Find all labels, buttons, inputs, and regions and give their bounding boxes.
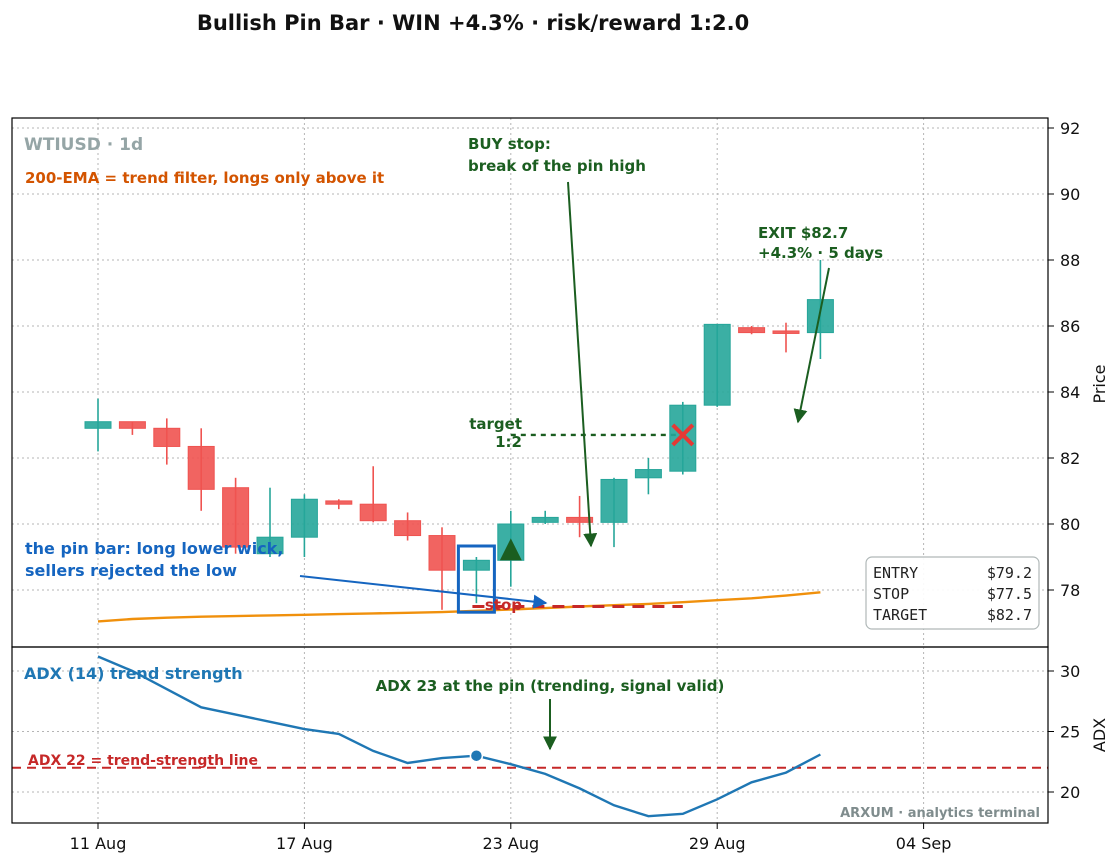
adx-threshold-label: ADX 22 = trend-strength line (28, 753, 258, 769)
exit-note-line-1: EXIT $82.7 (758, 224, 848, 242)
price-tick-label: 92 (1060, 119, 1080, 138)
date-axis: 11 Aug 17 Aug 23 Aug 29 Aug 04 Sep (70, 823, 952, 853)
candle-body (153, 427, 181, 447)
symbol-label: WTIUSD · 1d (24, 135, 143, 155)
exit-cross (671, 423, 695, 447)
adx-series (12, 655, 1048, 818)
stop-label: stop (485, 596, 522, 614)
summary-entry-value: $79.2 (987, 564, 1032, 582)
candle-body (394, 520, 422, 537)
buy-note-line-2: break of the pin high (468, 157, 646, 175)
price-tick-label: 78 (1060, 581, 1080, 600)
price-tick-label: 88 (1060, 251, 1080, 270)
adx-ticks: 20 25 30 (1048, 662, 1080, 802)
pin-bar-highlight (456, 544, 496, 614)
candle-body (531, 516, 559, 523)
pin-arrow (299, 575, 548, 609)
trade-levels (472, 433, 683, 608)
price-tick-label: 90 (1060, 185, 1080, 204)
target-label-line-2: 1:2 (495, 433, 522, 451)
candle-body (772, 330, 800, 334)
candle-body (84, 421, 112, 429)
adx-tick-label: 25 (1060, 723, 1080, 742)
date-tick-label: 04 Sep (896, 834, 952, 853)
entry-triangle (499, 538, 522, 561)
buy-arrow (567, 181, 598, 548)
adx-tick-label: 30 (1060, 662, 1080, 681)
summary-target-value: $82.7 (987, 606, 1032, 624)
date-tick-label: 23 Aug (482, 834, 539, 853)
candle-body (806, 299, 834, 334)
candle-body (118, 421, 146, 429)
candle-body (256, 536, 284, 555)
candle-body (222, 487, 250, 548)
adx-marker-point (469, 748, 484, 763)
summary-box: ENTRY $79.2 STOP $77.5 TARGET $82.7 (865, 556, 1040, 630)
price-tick-label: 80 (1060, 515, 1080, 534)
price-tick-label: 82 (1060, 449, 1080, 468)
pin-note-line-1: the pin bar: long lower wick, (25, 539, 283, 558)
adx-series-label: ADX (14) trend strength (24, 664, 243, 683)
adx-axis-label: ADX (1090, 718, 1109, 752)
ema-note: 200-EMA = trend filter, longs only above… (25, 169, 384, 187)
pin-note-line-2: sellers rejected the low (25, 561, 237, 580)
candle-body (669, 404, 697, 472)
chart-title: Bullish Pin Bar · WIN +4.3% · risk/rewar… (197, 11, 749, 35)
exit-note-line-2: +4.3% · 5 days (758, 244, 883, 262)
candle-body (462, 559, 490, 571)
candle-body (634, 469, 662, 479)
price-tick-label: 86 (1060, 317, 1080, 336)
summary-target-label: TARGET (873, 606, 927, 624)
date-tick-label: 11 Aug (70, 834, 127, 853)
adx-tick-label: 20 (1060, 783, 1080, 802)
candle-body (290, 498, 318, 538)
price-tick-label: 84 (1060, 383, 1080, 402)
price-annotations: BUY stop: break of the pin high EXIT $82… (25, 135, 883, 614)
exit-arrow (793, 267, 830, 424)
price-axis-label: Price (1090, 364, 1109, 403)
candle-body (600, 478, 628, 523)
candles (84, 260, 834, 610)
summary-stop-value: $77.5 (987, 585, 1032, 603)
candle-body (703, 323, 731, 406)
buy-note-line-1: BUY stop: (468, 135, 551, 153)
adx-marker-note: ADX 23 at the pin (trending, signal vali… (376, 677, 725, 695)
candle-body (738, 327, 766, 334)
watermark: ARXUM · analytics terminal (840, 806, 1040, 821)
trade-markers (456, 423, 695, 614)
date-tick-label: 17 Aug (276, 834, 333, 853)
date-tick-label: 29 Aug (689, 834, 746, 853)
candle-body (325, 500, 353, 505)
adx-gridlines (12, 647, 1048, 823)
candle-body (359, 503, 387, 522)
summary-entry-label: ENTRY (873, 564, 918, 582)
price-ticks: 78 80 82 84 86 88 90 92 (1048, 119, 1080, 600)
candle-body (187, 445, 215, 490)
summary-stop-label: STOP (873, 585, 909, 603)
target-label-line-1: target (469, 415, 522, 433)
candle-body (428, 535, 456, 571)
adx-panel-frame (11, 646, 1049, 824)
candle-body (566, 516, 594, 523)
